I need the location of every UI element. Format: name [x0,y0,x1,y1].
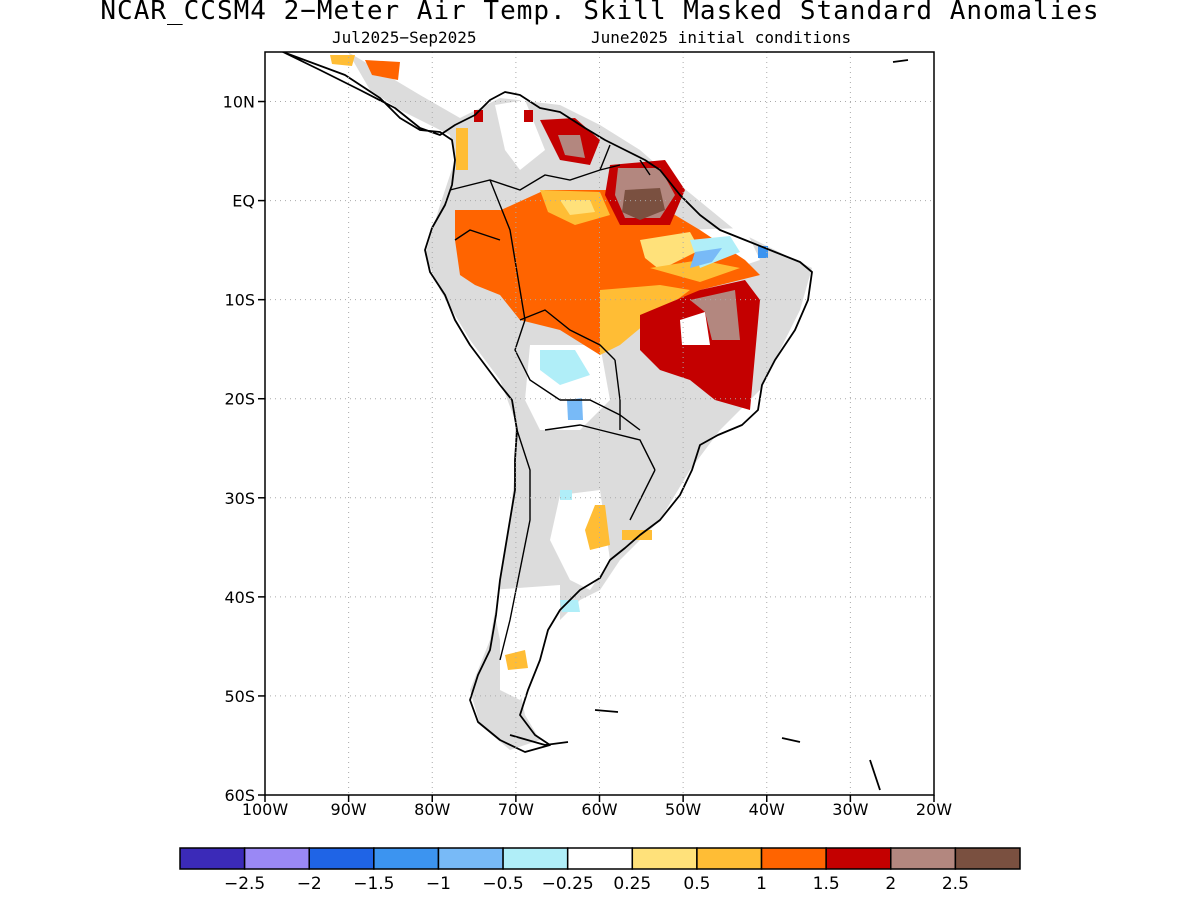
chart-title: NCAR_CCSM4 2−Meter Air Temp. Skill Maske… [100,0,1100,26]
lat-tick-label: 20S [224,390,255,409]
lat-tick-label: 30S [224,489,255,508]
country-borders [449,144,656,661]
lat-tick-label: 10N [223,93,255,112]
lat-tick-label: 40S [224,588,255,607]
lat-tick-label: 10S [224,291,255,310]
colorbar-swatch [179,847,246,870]
colorbar-swatch [566,847,634,870]
colorbar-swatch [890,847,957,870]
colorbar-swatch [696,847,763,870]
lat-tick-label: 60S [224,786,255,805]
colorbar-label: −0.5 [482,874,523,894]
colorbar-label: 1 [756,874,767,894]
lon-tick-label: 80W [414,800,450,819]
colorbar-swatch [825,847,892,870]
colorbar-swatch [502,847,569,870]
lon-tick-label: 20W [916,800,952,819]
colorbar-label: 1.5 [813,874,840,894]
lon-tick-label: 60W [581,800,617,819]
lon-tick-label: 100W [242,800,289,819]
colorbar-swatch [760,847,827,870]
lon-tick-label: 70W [498,800,534,819]
colorbar-label: 2 [885,874,896,894]
colorbar-swatch [437,847,504,870]
lon-axis: 100W 90W 80W 70W 60W 50W 40W 30W 20W [242,795,952,819]
colorbar-label: 0.5 [683,874,710,894]
colorbar-label: 2.5 [942,874,969,894]
map-plot-area [265,52,934,795]
colorbar: −2.5 −2 −1.5 −1 −0.5 −0.25 0.25 0.5 1 1.5 2 2.5 [179,847,1021,894]
lon-tick-label: 40W [749,800,785,819]
colorbar-label: −1.5 [353,874,394,894]
colorbar-label: −1 [426,874,451,894]
colorbar-swatch [243,847,310,870]
lat-tick-label: 50S [224,687,255,706]
colorbar-swatch [373,847,440,870]
lon-tick-label: 50W [665,800,701,819]
lat-tick-label: EQ [232,192,255,211]
init-conditions-label: June2025 initial conditions [591,28,852,47]
colorbar-swatch [631,847,698,870]
lon-tick-label: 90W [331,800,367,819]
colorbar-label: −0.25 [542,874,594,894]
blue-anomaly-areas [540,236,768,612]
colorbar-swatch [308,847,375,870]
colorbar-label: −2.5 [224,874,265,894]
lat-axis: 10N EQ 10S 20S 30S 40S 50S 60S [223,93,265,805]
coastlines [282,52,909,791]
colorbar-label: 0.25 [613,874,651,894]
period-label: Jul2025−Sep2025 [332,28,477,47]
lon-tick-label: 30W [832,800,868,819]
colorbar-swatch [954,847,1021,870]
red-anomaly-areas [330,55,760,670]
colorbar-label: −2 [297,874,322,894]
